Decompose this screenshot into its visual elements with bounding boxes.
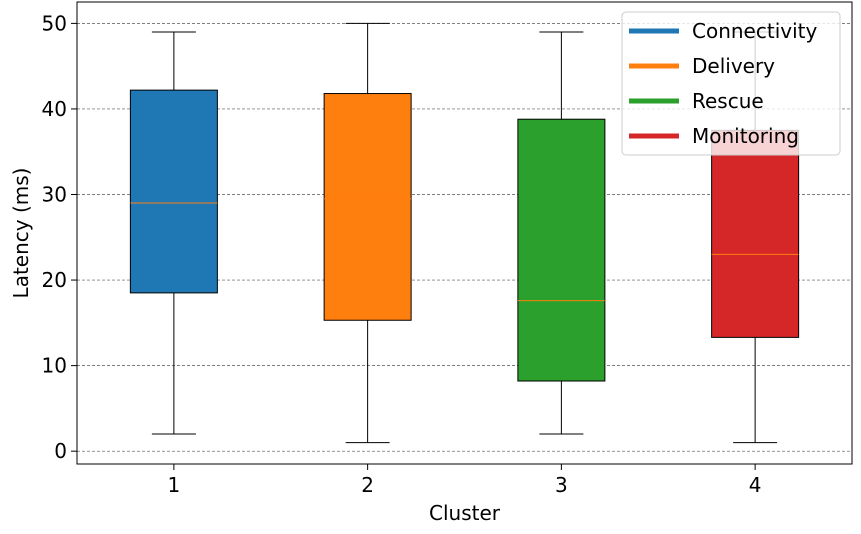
y-tick-label: 20: [42, 268, 67, 292]
y-tick-label: 0: [54, 439, 67, 463]
y-tick-label: 50: [42, 11, 67, 35]
legend-label: Rescue: [692, 89, 764, 113]
x-axis: 1 2 3 4: [168, 464, 762, 497]
x-tick-label: 1: [168, 473, 181, 497]
legend-label: Monitoring: [692, 124, 799, 148]
box-delivery: [323, 22, 412, 444]
box-monitoring: [711, 31, 800, 444]
x-tick-label: 4: [749, 473, 762, 497]
legend-label: Delivery: [692, 54, 775, 78]
legend-box: [621, 11, 841, 156]
box-body: [129, 89, 218, 294]
box-body: [711, 129, 800, 338]
y-tick-label: 40: [42, 97, 67, 121]
box-body: [323, 93, 412, 321]
y-axis-label: Latency (ms): [9, 168, 33, 299]
legend-label: Connectivity: [692, 19, 817, 43]
y-tick-label: 10: [42, 354, 67, 378]
y-axis: 0 10 20 30 40 50: [42, 11, 77, 463]
box-body: [517, 118, 606, 382]
box-connectivity: [129, 31, 218, 435]
legend: Connectivity Delivery Rescue Monitoring: [621, 11, 841, 156]
y-tick-label: 30: [42, 183, 67, 207]
plot-frame: [76, 1, 853, 465]
x-axis-label: Cluster: [429, 501, 501, 525]
x-tick-label: 3: [555, 473, 568, 497]
boxes-layer: [129, 22, 800, 444]
box-rescue: [517, 31, 606, 435]
x-tick-label: 2: [361, 473, 374, 497]
